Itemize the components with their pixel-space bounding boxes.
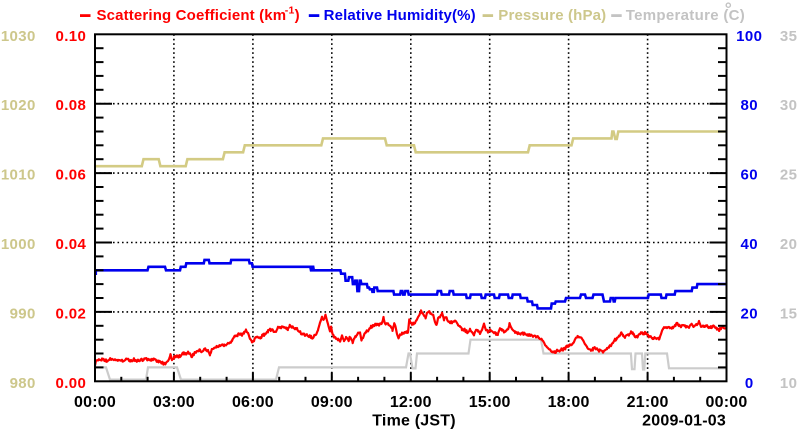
svg-text:): ) [295, 7, 300, 24]
svg-text:1000: 1000 [1, 236, 36, 253]
svg-text:12:00: 12:00 [390, 394, 432, 411]
svg-text:1030: 1030 [1, 28, 36, 45]
svg-text:00:00: 00:00 [706, 394, 748, 411]
svg-text:18:00: 18:00 [548, 394, 590, 411]
svg-text:09:00: 09:00 [311, 394, 353, 411]
svg-text:80: 80 [741, 97, 759, 114]
svg-text:10: 10 [780, 375, 798, 392]
svg-text:21:00: 21:00 [627, 394, 669, 411]
svg-text:0.10: 0.10 [56, 28, 87, 45]
svg-text:30: 30 [780, 97, 798, 114]
svg-text:1010: 1010 [1, 167, 36, 184]
svg-text:20: 20 [780, 236, 798, 253]
svg-text:100: 100 [736, 28, 762, 45]
svg-text:Pressure (hPa): Pressure (hPa) [498, 7, 606, 24]
svg-text:Scattering Coefficient (km: Scattering Coefficient (km [97, 7, 287, 24]
svg-text:Temperature (C): Temperature (C) [626, 7, 745, 24]
svg-text:0.06: 0.06 [56, 167, 87, 184]
svg-text:0.02: 0.02 [56, 305, 87, 322]
svg-text:20: 20 [741, 305, 759, 322]
svg-text:15:00: 15:00 [469, 394, 511, 411]
svg-text:990: 990 [10, 305, 36, 322]
svg-text:06:00: 06:00 [232, 394, 274, 411]
svg-text:00:00: 00:00 [74, 394, 116, 411]
svg-text:0.00: 0.00 [56, 375, 87, 392]
svg-text:980: 980 [10, 375, 36, 392]
svg-text:-1: -1 [285, 4, 295, 16]
svg-text:0: 0 [745, 375, 754, 392]
svg-text:Relative Humidity(%): Relative Humidity(%) [324, 7, 476, 24]
svg-text:Time (JST): Time (JST) [372, 413, 456, 430]
svg-text:25: 25 [780, 167, 798, 184]
svg-text:15: 15 [780, 305, 798, 322]
svg-text:2009-01-03: 2009-01-03 [642, 413, 726, 430]
svg-text:35: 35 [780, 28, 798, 45]
svg-text:03:00: 03:00 [153, 394, 195, 411]
svg-text:0.08: 0.08 [56, 97, 87, 114]
svg-text:60: 60 [741, 167, 759, 184]
svg-text:1020: 1020 [1, 97, 36, 114]
svg-text:0.04: 0.04 [56, 236, 87, 253]
svg-text:40: 40 [741, 236, 759, 253]
